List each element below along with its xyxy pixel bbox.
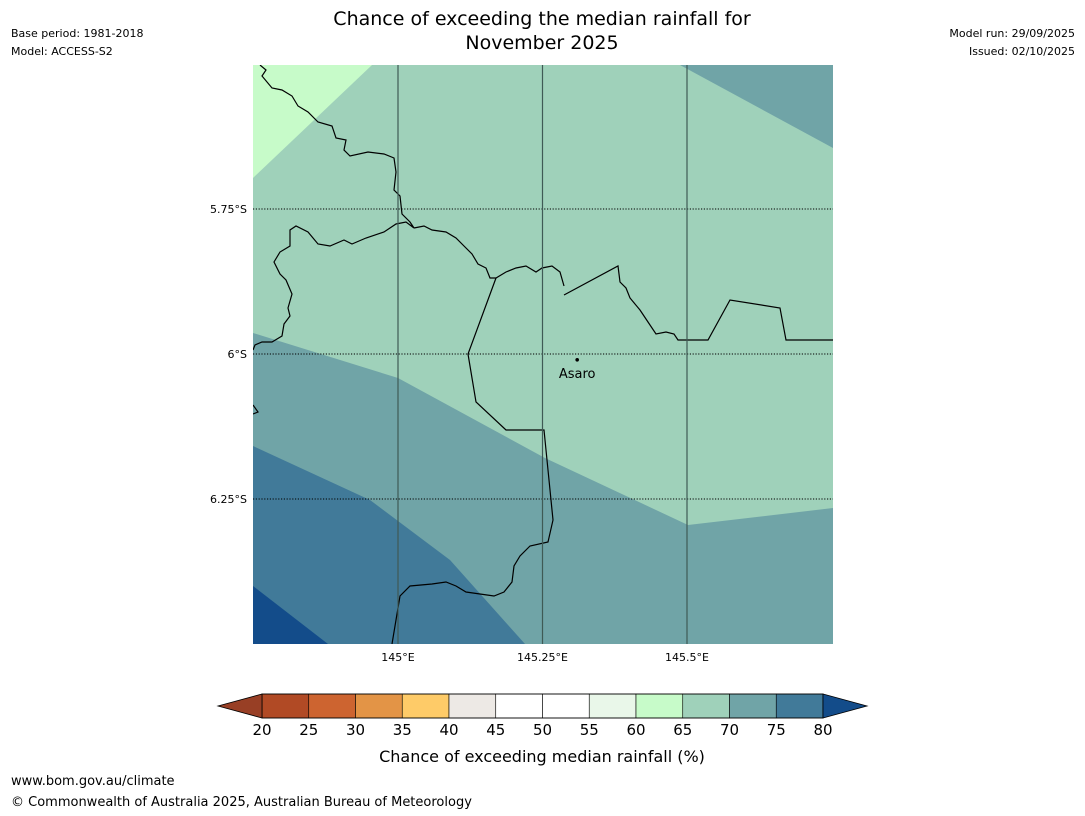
- longitude-tick-label: 145°E: [381, 651, 414, 664]
- colorbar-tick-label: 55: [580, 721, 599, 739]
- colorbar-tick-labels: 20 25 30 35 40 45 50 55 60 65 70 75 80: [252, 721, 832, 739]
- footer-url[interactable]: www.bom.gov.au/climate: [11, 774, 175, 789]
- colorbar-segment: [448, 693, 497, 719]
- colorbar-segment: [635, 693, 684, 719]
- colorbar-segment: [588, 693, 637, 719]
- longitude-tick-label: 145.5°E: [665, 651, 709, 664]
- band-75-80: [253, 446, 525, 644]
- band-80-plus: [253, 586, 328, 644]
- title-line-2: November 2025: [465, 32, 619, 54]
- place-label: Asaro: [559, 367, 596, 382]
- longitude-labels: 145°E 145.25°E 145.5°E: [381, 651, 709, 664]
- rainfall-map: Asaro 5.75°S 6°S 6.25°S 145°E 145.25°E 145.5…: [210, 65, 833, 664]
- colorbar-tick-label: 30: [346, 721, 365, 739]
- colorbar-tick-label: 60: [626, 721, 645, 739]
- colorbar-segment: [729, 693, 777, 719]
- footer-copyright: © Commonwealth of Australia 2025, Austra…: [11, 795, 472, 810]
- colorbar-segments: [261, 693, 824, 719]
- colorbar-tick-label: 45: [486, 721, 505, 739]
- model-run-text: Model run: 29/09/2025: [949, 27, 1075, 40]
- map-title: Chance of exceeding the median rainfall …: [242, 7, 842, 55]
- border-path-west: [253, 404, 259, 415]
- border-path-east: [563, 265, 833, 341]
- issued-text: Issued: 02/10/2025: [968, 45, 1075, 58]
- band-70-75-north: [680, 65, 833, 148]
- latitude-tick-label: 6.25°S: [210, 493, 247, 506]
- colorbar-segment: [542, 693, 590, 719]
- colorbar-tick-label: 20: [252, 721, 271, 739]
- latitude-tick-label: 5.75°S: [210, 203, 247, 216]
- base-period-text: Base period: 1981-2018: [11, 27, 144, 40]
- colorbar-tick-label: 50: [533, 721, 552, 739]
- colorbar-segment: [401, 693, 450, 719]
- latitude-labels: 5.75°S 6°S 6.25°S: [210, 203, 247, 506]
- place-marker-asaro: Asaro: [559, 358, 596, 382]
- colorbar-tick-label: 40: [439, 721, 458, 739]
- metadata-left: Base period: 1981-2018 Model: ACCESS-S2: [11, 25, 143, 61]
- colorbar-segment: [308, 693, 356, 719]
- colorbar-tick-label: 75: [767, 721, 786, 739]
- colorbar-segment: [775, 693, 824, 719]
- longitude-tick-label: 145.25°E: [517, 651, 568, 664]
- map-panel: [253, 65, 833, 644]
- place-dot: [575, 358, 579, 362]
- metadata-right: Model run: 29/09/2025 Issued: 02/10/2025: [949, 25, 1075, 61]
- colorbar-over-arrow: [822, 693, 869, 719]
- title-line-1: Chance of exceeding the median rainfall …: [333, 8, 751, 30]
- latitude-tick-label: 6°S: [228, 348, 247, 361]
- colorbar-segment: [355, 693, 403, 719]
- colorbar-tick-label: 25: [299, 721, 318, 739]
- colorbar-segment: [495, 693, 543, 719]
- colorbar-tick-label: 80: [813, 721, 832, 739]
- band-60-65: [253, 65, 372, 178]
- colorbar-label: Chance of exceeding median rainfall (%): [379, 747, 705, 766]
- colorbar-under-arrow: [216, 693, 263, 719]
- colorbar-segment: [261, 693, 310, 719]
- graticule: [253, 65, 833, 644]
- model-text: Model: ACCESS-S2: [11, 45, 113, 58]
- colorbar-tick-label: 65: [673, 721, 692, 739]
- border-path-central: [391, 277, 554, 644]
- colorbar-tick-label: 70: [720, 721, 739, 739]
- colorbar-tick-label: 35: [393, 721, 412, 739]
- colorbar-segment: [682, 693, 730, 719]
- coastline-path: [253, 65, 415, 351]
